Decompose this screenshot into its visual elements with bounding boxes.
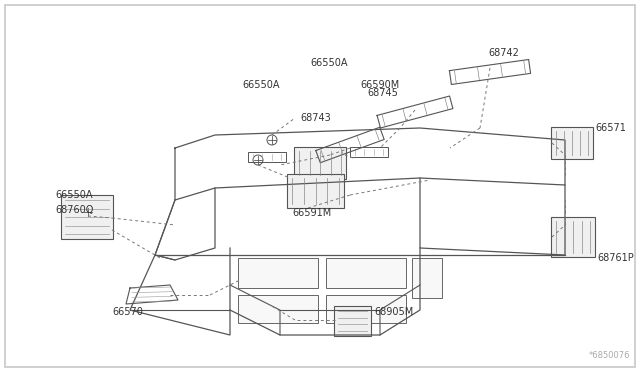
- FancyBboxPatch shape: [294, 147, 346, 179]
- Bar: [350, 147, 388, 157]
- Text: 68760Q: 68760Q: [55, 205, 93, 215]
- Text: 66550A: 66550A: [55, 190, 93, 200]
- Text: 68761P: 68761P: [597, 253, 634, 263]
- Text: 68743: 68743: [300, 113, 331, 123]
- Bar: [238, 295, 318, 323]
- FancyBboxPatch shape: [61, 195, 113, 239]
- Text: 66590M: 66590M: [360, 80, 399, 90]
- Bar: [326, 295, 406, 323]
- Text: *6850076: *6850076: [589, 351, 630, 360]
- Bar: [248, 152, 286, 162]
- Bar: [412, 258, 442, 298]
- Text: 66550A: 66550A: [242, 80, 280, 90]
- Bar: [238, 258, 318, 288]
- Bar: [326, 258, 406, 288]
- FancyBboxPatch shape: [287, 174, 344, 208]
- Text: 66591M: 66591M: [292, 208, 332, 218]
- FancyBboxPatch shape: [334, 306, 371, 336]
- Text: 68905M: 68905M: [374, 307, 413, 317]
- Text: 66571: 66571: [595, 123, 626, 133]
- FancyBboxPatch shape: [551, 127, 593, 159]
- Text: 66550A: 66550A: [310, 58, 348, 68]
- Text: 66570: 66570: [113, 307, 143, 317]
- Text: 68745: 68745: [367, 88, 398, 98]
- FancyBboxPatch shape: [551, 217, 595, 257]
- Text: 68742: 68742: [488, 48, 519, 58]
